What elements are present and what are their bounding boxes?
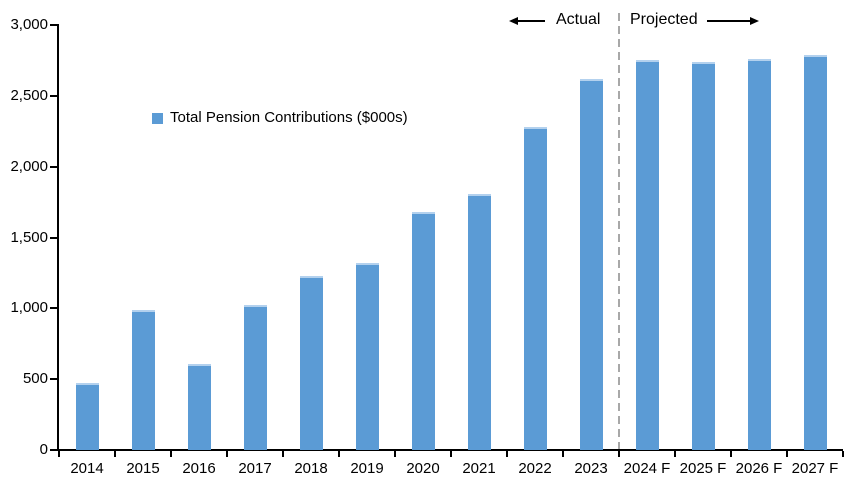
arrow-right-head bbox=[750, 17, 759, 25]
y-label-3000: 3,000 bbox=[10, 16, 48, 33]
plot-area bbox=[59, 25, 843, 450]
y-axis-tick bbox=[50, 378, 57, 380]
x-label-2015: 2015 bbox=[126, 460, 160, 477]
x-axis-tick bbox=[450, 451, 452, 457]
legend: Total Pension Contributions ($000s) bbox=[152, 110, 408, 126]
projected-label: Projected bbox=[630, 11, 698, 28]
x-label-2024-f: 2024 F bbox=[623, 460, 671, 477]
bar-2019 bbox=[356, 263, 379, 450]
x-axis-tick bbox=[842, 451, 844, 457]
x-label-2019: 2019 bbox=[350, 460, 384, 477]
y-label-2500: 2,500 bbox=[10, 87, 48, 104]
arrow-left-icon bbox=[509, 17, 545, 25]
y-label-1500: 1,500 bbox=[10, 229, 48, 246]
bar-2026-f bbox=[748, 59, 771, 450]
x-axis-tick bbox=[674, 451, 676, 457]
x-label-2027-f: 2027 F bbox=[791, 460, 839, 477]
arrow-right-line bbox=[707, 20, 750, 22]
x-label-2016: 2016 bbox=[182, 460, 216, 477]
bar-2016 bbox=[188, 364, 211, 450]
y-axis-tick bbox=[50, 237, 57, 239]
x-axis-tick bbox=[226, 451, 228, 457]
bar-2024-f bbox=[636, 60, 659, 450]
x-label-2023: 2023 bbox=[574, 460, 608, 477]
x-axis-tick bbox=[618, 451, 620, 457]
arrow-right-icon bbox=[707, 17, 759, 25]
y-axis-tick bbox=[50, 307, 57, 309]
bar-2021 bbox=[468, 194, 491, 450]
bar-2015 bbox=[132, 310, 155, 450]
y-axis-line bbox=[57, 24, 59, 451]
y-axis-tick bbox=[50, 95, 57, 97]
arrow-left-head bbox=[509, 17, 518, 25]
bar-2014 bbox=[76, 383, 99, 450]
bar-2018 bbox=[300, 276, 323, 450]
x-axis-tick bbox=[282, 451, 284, 457]
y-label-2000: 2,000 bbox=[10, 158, 48, 175]
y-label-0: 0 bbox=[39, 441, 48, 458]
x-label-2018: 2018 bbox=[294, 460, 328, 477]
bar-2022 bbox=[524, 127, 547, 450]
bar-2027-f bbox=[804, 55, 827, 450]
x-axis-tick bbox=[170, 451, 172, 457]
x-label-2020: 2020 bbox=[406, 460, 440, 477]
x-label-2022: 2022 bbox=[518, 460, 552, 477]
bar-2020 bbox=[412, 212, 435, 450]
y-axis-tick bbox=[50, 24, 57, 26]
x-axis-tick bbox=[394, 451, 396, 457]
x-axis-line bbox=[57, 449, 843, 451]
actual-projected-divider bbox=[618, 13, 620, 450]
x-label-2021: 2021 bbox=[462, 460, 496, 477]
x-axis-tick bbox=[562, 451, 564, 457]
x-axis-tick bbox=[786, 451, 788, 457]
actual-label: Actual bbox=[556, 11, 601, 28]
arrow-left-line bbox=[518, 20, 545, 22]
x-label-2014: 2014 bbox=[70, 460, 104, 477]
x-axis-tick bbox=[58, 451, 60, 457]
legend-marker-icon bbox=[152, 113, 163, 124]
bar-2025-f bbox=[692, 62, 715, 450]
x-label-2017: 2017 bbox=[238, 460, 272, 477]
x-axis-tick bbox=[338, 451, 340, 457]
y-label-1000: 1,000 bbox=[10, 299, 48, 316]
x-axis-tick bbox=[730, 451, 732, 457]
x-label-2026-f: 2026 F bbox=[735, 460, 783, 477]
y-axis-tick bbox=[50, 449, 57, 451]
x-axis-tick bbox=[114, 451, 116, 457]
y-axis-tick bbox=[50, 166, 57, 168]
bar-2023 bbox=[580, 79, 603, 450]
y-label-500: 500 bbox=[22, 370, 48, 387]
x-axis-tick bbox=[506, 451, 508, 457]
legend-label: Total Pension Contributions ($000s) bbox=[170, 109, 408, 126]
x-label-2025-f: 2025 F bbox=[679, 460, 727, 477]
bar-2017 bbox=[244, 305, 267, 450]
